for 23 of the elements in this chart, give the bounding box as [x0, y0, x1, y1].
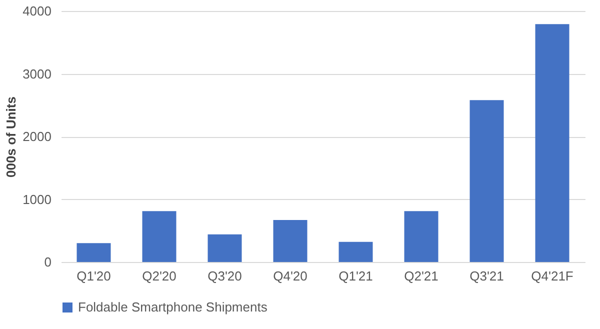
bar	[142, 211, 176, 262]
x-tick-label: Q2'20	[142, 268, 176, 284]
y-tick-label: 2000	[22, 129, 52, 144]
x-tick-label: Q1'21	[338, 268, 373, 284]
bar	[273, 220, 308, 262]
x-tick-label: Q2'21	[404, 268, 438, 284]
bar	[338, 242, 373, 262]
bar	[76, 243, 111, 262]
x-tick-label: Q4'21F	[531, 268, 574, 284]
bar	[535, 24, 570, 262]
y-tick-label: 1000	[22, 192, 52, 207]
x-tick-label: Q3'20	[208, 268, 242, 284]
bar	[404, 211, 438, 262]
y-tick-label: 0	[44, 254, 52, 270]
bar	[208, 234, 242, 262]
x-tick-label: Q3'21	[470, 268, 504, 284]
x-tick-label: Q4'20	[273, 268, 308, 284]
y-tick-label: 4000	[22, 4, 52, 18]
bar	[470, 100, 504, 262]
legend-label: Foldable Smartphone Shipments	[78, 300, 268, 314]
x-tick-label: Q1'20	[76, 268, 111, 284]
y-axis-title: 000s of Units	[4, 96, 19, 178]
y-tick-label: 3000	[22, 66, 52, 82]
